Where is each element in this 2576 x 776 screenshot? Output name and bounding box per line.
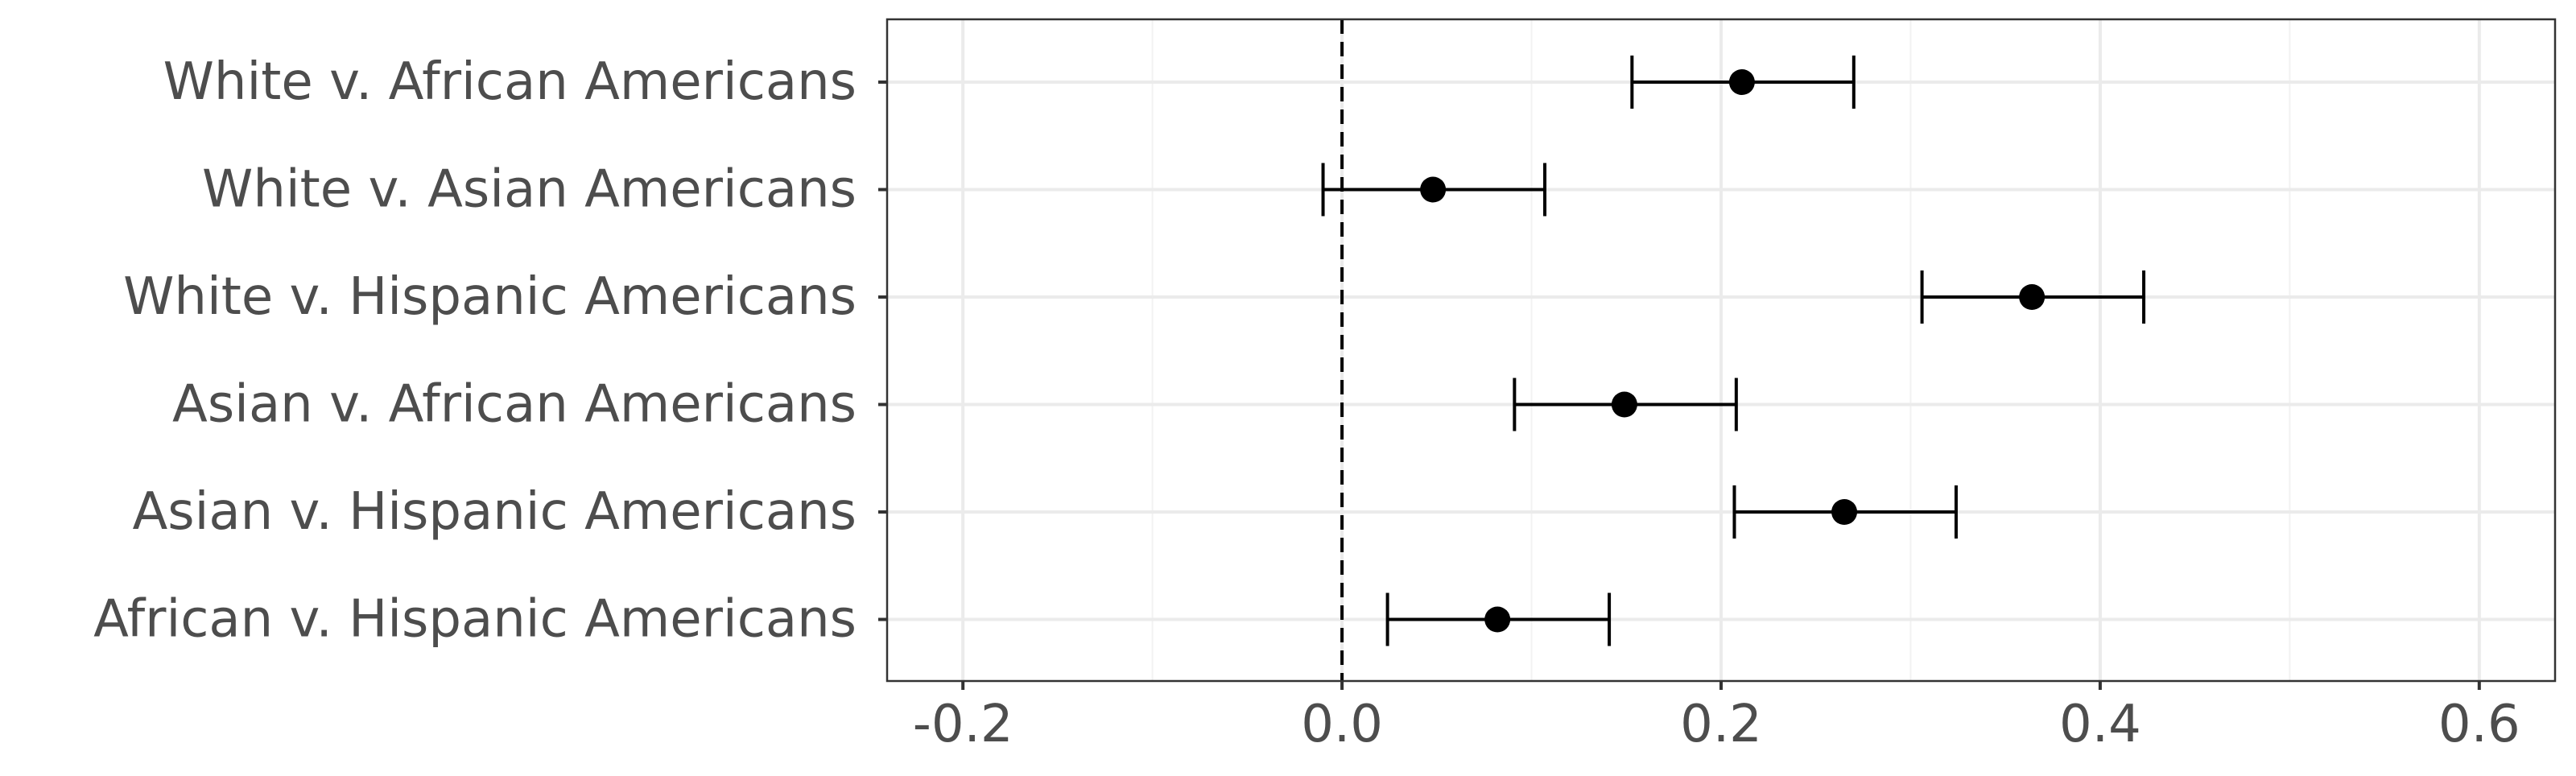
y-tick-label: Asian v. Hispanic Americans xyxy=(133,482,857,542)
axis-layer: White v. African Americans White v. Asian… xyxy=(93,52,2520,754)
x-tick-label: 0.6 xyxy=(2438,695,2520,754)
y-tick-label: White v. Hispanic Americans xyxy=(123,267,857,327)
estimate-point xyxy=(1420,176,1447,203)
estimate-point xyxy=(1831,499,1858,525)
y-tick-label: White v. Asian Americans xyxy=(202,160,857,220)
x-tick-label: 0.2 xyxy=(1680,695,1762,754)
estimate-point xyxy=(1484,606,1511,633)
x-tick-label: 0.4 xyxy=(2059,695,2141,754)
marks-layer xyxy=(1321,56,2146,646)
estimate-point xyxy=(2019,284,2046,310)
y-tick-label: African v. Hispanic Americans xyxy=(93,590,857,650)
y-tick-label: Asian v. African Americans xyxy=(172,375,857,435)
estimate-point xyxy=(1728,69,1755,95)
estimate-point xyxy=(1611,391,1637,418)
x-tick-label: -0.2 xyxy=(913,695,1013,754)
y-tick-label: White v. African Americans xyxy=(163,52,857,112)
x-tick-label: 0.0 xyxy=(1301,695,1383,754)
